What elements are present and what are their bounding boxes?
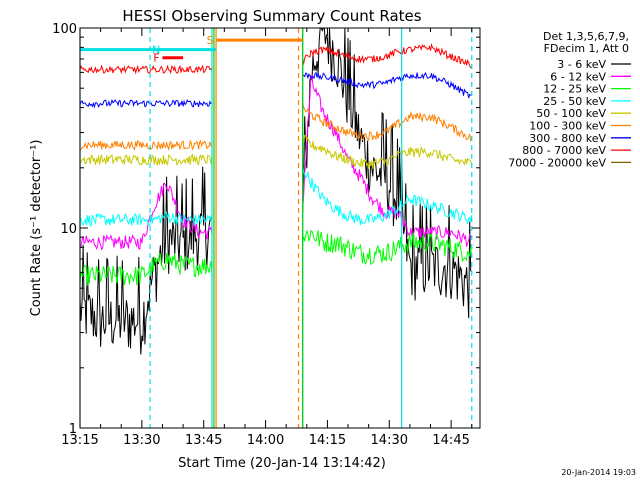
series-layer <box>79 27 473 355</box>
x-tick-label-4: 14:15 <box>309 433 346 448</box>
series-line-1-1 <box>302 74 473 247</box>
y-tick-label-1: 10 <box>60 222 77 237</box>
series-line-0-1 <box>302 27 473 319</box>
axes-layer: 13:15 13:30 13:45 14:00 14:15 14:30 14:45 1 10 10… <box>52 22 480 448</box>
series-line-6-0 <box>79 98 213 109</box>
y-tick-label-0: 1 <box>69 422 77 437</box>
series-line-7-1 <box>302 43 473 69</box>
x-tick-label-6: 14:45 <box>432 433 469 448</box>
legend-label-1: 6 - 12 keV <box>550 70 606 83</box>
series-line-1-0 <box>79 182 213 251</box>
flag-label-S: S <box>207 34 214 47</box>
series-line-4-1 <box>302 134 473 170</box>
footer-timestamp: 20-Jan-2014 19:03 <box>561 468 636 477</box>
chart-title: HESSI Observing Summary Count Rates <box>122 7 421 25</box>
x-tick-label-0: 13:15 <box>61 433 98 448</box>
series-line-3-0 <box>79 211 213 227</box>
legend-header-line-2: FDecim 1, Att 0 <box>544 42 629 55</box>
y-tick-label-2: 100 <box>52 22 77 37</box>
legend-label-2: 12 - 25 keV <box>543 83 606 96</box>
series-line-5-0 <box>79 139 213 152</box>
legend-label-5: 100 - 300 keV <box>529 120 606 133</box>
legend-header-line-1: Det 1,3,5,6,7,9, <box>543 30 629 43</box>
series-line-6-1 <box>302 71 472 99</box>
marks-layer: NF S <box>79 28 473 428</box>
series-line-4-0 <box>79 153 213 167</box>
legend-label-7: 800 - 7000 keV <box>522 144 606 157</box>
x-tick-label-2: 13:45 <box>185 433 222 448</box>
x-axis-label: Start Time (20-Jan-14 13:14:42) <box>178 456 386 471</box>
x-tick-label-5: 14:30 <box>371 433 408 448</box>
x-tick-label-1: 13:30 <box>123 433 160 448</box>
series-line-3-1 <box>302 164 473 226</box>
x-tick-label-3: 14:00 <box>247 433 284 448</box>
series-line-5-1 <box>302 103 473 143</box>
legend-label-4: 50 - 100 keV <box>536 107 606 120</box>
flag-label-F: F <box>153 52 159 65</box>
legend-label-8: 7000 - 20000 keV <box>508 156 606 169</box>
legend-label-0: 3 - 6 keV <box>557 58 606 71</box>
series-line-2-1 <box>302 229 473 266</box>
y-axis-label: Count Rate (s⁻¹ detector⁻¹) <box>29 140 44 317</box>
flag-label-N: N <box>152 44 160 57</box>
series-line-7-0 <box>79 64 213 75</box>
legend-label-3: 25 - 50 keV <box>543 95 606 108</box>
legend-label-6: 300 - 800 keV <box>529 132 606 145</box>
series-line-2-0 <box>79 252 213 287</box>
